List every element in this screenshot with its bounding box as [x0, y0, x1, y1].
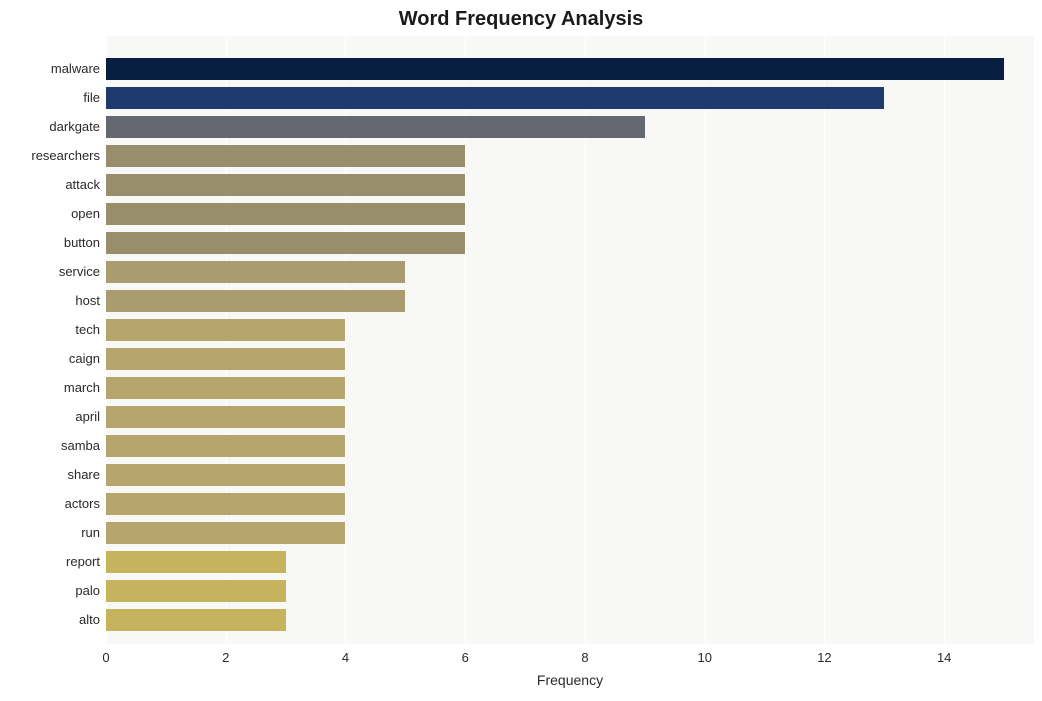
bar: [106, 174, 465, 196]
y-tick-label: researchers: [0, 145, 100, 167]
word-frequency-chart: Word Frequency Analysis Frequency 0 2 4 6 8 1…: [0, 0, 1042, 701]
bar: [106, 58, 1004, 80]
y-tick-label: service: [0, 261, 100, 283]
bar: [106, 232, 465, 254]
y-tick-label: samba: [0, 435, 100, 457]
y-tick-label: button: [0, 232, 100, 254]
bar: [106, 551, 286, 573]
gridline: [824, 36, 825, 644]
bar: [106, 580, 286, 602]
y-tick-label: tech: [0, 319, 100, 341]
y-tick-label: report: [0, 551, 100, 573]
y-tick-label: run: [0, 522, 100, 544]
bar: [106, 435, 345, 457]
x-tick-label: 0: [86, 650, 126, 665]
x-tick-label: 8: [565, 650, 605, 665]
x-tick-label: 14: [924, 650, 964, 665]
x-tick-label: 6: [445, 650, 485, 665]
bar: [106, 348, 345, 370]
bar: [106, 319, 345, 341]
y-tick-label: file: [0, 87, 100, 109]
y-tick-label: darkgate: [0, 116, 100, 138]
y-tick-label: alto: [0, 609, 100, 631]
bar: [106, 116, 645, 138]
bar: [106, 522, 345, 544]
bar: [106, 406, 345, 428]
y-tick-label: april: [0, 406, 100, 428]
bar: [106, 145, 465, 167]
y-tick-label: attack: [0, 174, 100, 196]
bar: [106, 290, 405, 312]
x-tick-label: 10: [685, 650, 725, 665]
y-tick-label: caign: [0, 348, 100, 370]
chart-title: Word Frequency Analysis: [0, 8, 1042, 31]
bar: [106, 203, 465, 225]
plot-area: [106, 36, 1034, 644]
bar: [106, 493, 345, 515]
y-tick-label: share: [0, 464, 100, 486]
y-tick-label: open: [0, 203, 100, 225]
bar: [106, 87, 884, 109]
bar: [106, 261, 405, 283]
bar: [106, 609, 286, 631]
gridline: [705, 36, 706, 644]
x-tick-label: 4: [325, 650, 365, 665]
gridline: [944, 36, 945, 644]
bar: [106, 464, 345, 486]
x-tick-label: 12: [804, 650, 844, 665]
y-tick-label: actors: [0, 493, 100, 515]
bar: [106, 377, 345, 399]
x-tick-label: 2: [206, 650, 246, 665]
y-tick-label: march: [0, 377, 100, 399]
y-tick-label: malware: [0, 58, 100, 80]
y-tick-label: host: [0, 290, 100, 312]
x-axis-title: Frequency: [106, 672, 1034, 688]
y-tick-label: palo: [0, 580, 100, 602]
